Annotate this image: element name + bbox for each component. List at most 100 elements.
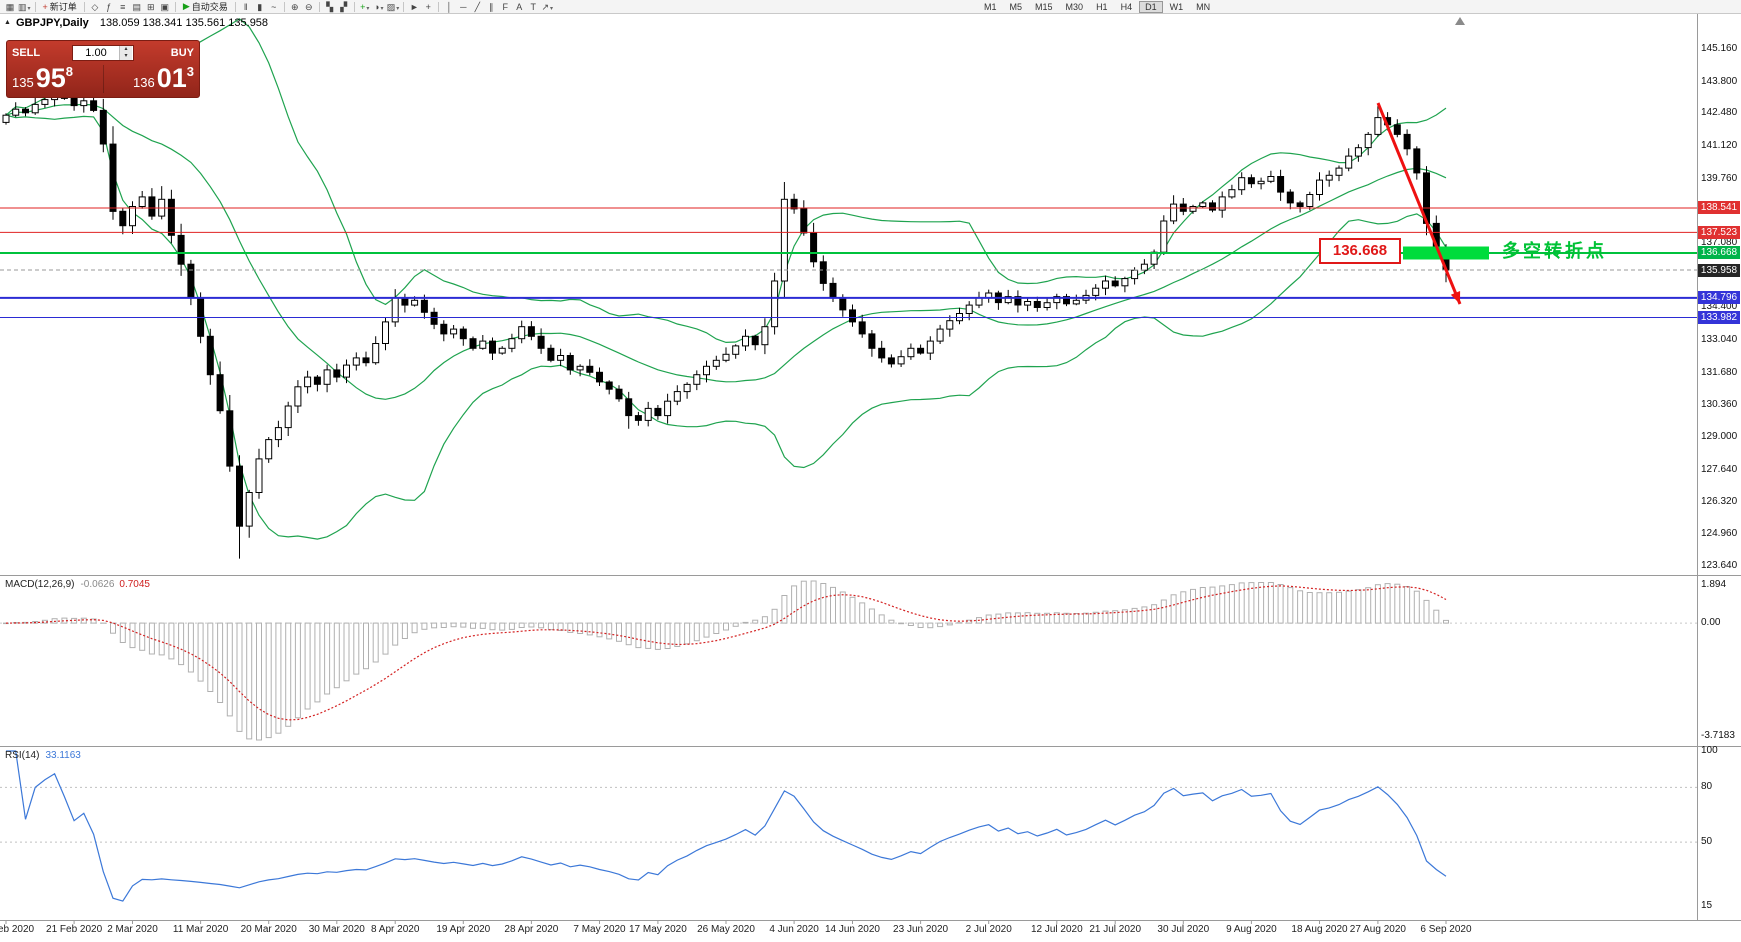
zoom-out-icon[interactable]: ⊖: [304, 1, 313, 12]
data-window-icon[interactable]: ▤: [132, 1, 142, 12]
buy-price-pips: 01: [156, 63, 187, 93]
price-axis-badge: 133.982: [1698, 311, 1740, 324]
date-axis-label: 6 Sep 2020: [1420, 924, 1472, 935]
timeframe-d1[interactable]: D1: [1139, 1, 1163, 13]
macd-name: MACD(12,26,9): [5, 579, 75, 590]
timeframe-h1[interactable]: H1: [1096, 2, 1108, 12]
new-order-button[interactable]: + 新订单: [42, 1, 77, 13]
sell-price[interactable]: 135 95 8: [12, 62, 103, 96]
cascade-windows-icon[interactable]: ▞: [340, 1, 348, 12]
timeframe-mn[interactable]: MN: [1196, 2, 1211, 12]
auto-trading-button[interactable]: ▶ 自动交易: [182, 1, 228, 12]
volume-down-button[interactable]: ▾: [124, 52, 128, 59]
toolbar: ▦ ▥▾ + 新订单 ◇ ƒ ≡ ▤ ⊞ ▣ ▶ 自动交易 ǁ ▮ ~ ⊕ ⊖ ▚ ▞ +▾ ◑▾ ▨▾ ► + │ ─ ╱ ∥ F A T…: [0, 0, 1741, 14]
zoom-in-icon[interactable]: ⊕: [290, 1, 299, 12]
chart-line-icon[interactable]: ~: [271, 1, 277, 12]
price-axis-badge: 134.796: [1698, 291, 1740, 305]
macd-scale-label: -3.7183: [1701, 730, 1735, 741]
terminal-icon[interactable]: ▣: [160, 1, 170, 12]
navigator-icon[interactable]: ⊞: [147, 1, 155, 12]
crosshair-icon[interactable]: +: [425, 1, 431, 12]
timeframe-m30[interactable]: M30: [1065, 2, 1084, 12]
indicators-icon[interactable]: +▾: [360, 1, 370, 12]
date-axis-label: 23 Jun 2020: [893, 924, 949, 935]
metaeditor-icon[interactable]: ◇: [91, 1, 99, 12]
price-axis-label: 142.480: [1701, 107, 1738, 119]
chart-candles-icon[interactable]: ▮: [257, 1, 263, 12]
new-chart-icon[interactable]: ▦: [5, 1, 15, 12]
volume-input[interactable]: [73, 45, 119, 60]
arrows-icon[interactable]: ↗▾: [541, 1, 554, 12]
periods-icon[interactable]: ◑▾: [374, 1, 384, 12]
volume-up-button[interactable]: ▴: [124, 45, 128, 52]
price-axis-badge: 135.958: [1698, 263, 1740, 277]
toolbar-divider: [283, 1, 285, 12]
templates-icon[interactable]: ▨▾: [386, 1, 400, 12]
date-axis-label: 26 May 2020: [697, 924, 755, 935]
vertical-line-icon[interactable]: │: [446, 1, 453, 12]
sell-price-pipette: 8: [65, 64, 73, 79]
price-axis-badge: 138.541: [1698, 201, 1740, 215]
profiles-icon[interactable]: ▥▾: [18, 1, 31, 12]
macd-indicator-label: MACD(12,26,9) -0.0626 0.7045: [5, 579, 150, 590]
price-axis-label: 134.400: [1701, 301, 1738, 313]
label-icon[interactable]: T: [530, 1, 537, 12]
turning-point-annotation[interactable]: 多空转折点: [1502, 241, 1607, 261]
rsi-value: 33.1163: [45, 750, 81, 761]
toolbar-divider: [403, 1, 405, 12]
date-axis-label: 20 Mar 2020: [240, 924, 297, 935]
date-axis-label: 7 May 2020: [573, 924, 626, 935]
price-axis-label: 139.760: [1701, 172, 1738, 184]
buy-price[interactable]: 136 01 3: [103, 62, 194, 96]
buy-price-int: 136: [133, 75, 155, 90]
date-axis-label: 28 Apr 2020: [504, 924, 559, 935]
cursor-icon[interactable]: ►: [409, 1, 419, 12]
text-icon[interactable]: A: [516, 1, 523, 12]
macd-main-value: -0.0626: [80, 579, 115, 590]
price-axis-label: 133.040: [1701, 334, 1738, 346]
date-axis-label: 8 Apr 2020: [371, 924, 420, 935]
price-axis-label: 145.160: [1701, 42, 1738, 54]
timeframe-m15[interactable]: M15: [1035, 2, 1053, 12]
date-axis-label: 19 Apr 2020: [436, 924, 491, 935]
date-axis-label: 30 Jul 2020: [1157, 924, 1210, 935]
timeframe-m1[interactable]: M1: [984, 2, 997, 12]
date-axis-label: 4 Jun 2020: [769, 924, 819, 935]
price-axis-label: 130.360: [1701, 398, 1738, 410]
horizontal-line-icon[interactable]: ─: [460, 1, 467, 12]
date-axis-label: 21 Feb 2020: [46, 924, 103, 935]
timeframe-m5[interactable]: M5: [1009, 2, 1023, 12]
sell-button[interactable]: SELL: [12, 46, 41, 59]
macd-scale-label: 0.00: [1701, 617, 1721, 629]
trendline-icon[interactable]: ╱: [474, 1, 480, 12]
date-axis-label: 18 Aug 2020: [1291, 924, 1348, 935]
date-axis-label: 11 Mar 2020: [172, 924, 229, 935]
price-level-annotation[interactable]: 136.668: [1319, 238, 1401, 264]
fibonacci-icon[interactable]: F: [502, 1, 509, 12]
rsi-scale-label: 50: [1701, 836, 1713, 848]
market-watch-icon[interactable]: ≡: [120, 1, 126, 12]
toolbar-divider: [318, 1, 320, 12]
price-axis-label: 126.320: [1701, 495, 1738, 507]
timeframe-h4[interactable]: H4: [1120, 2, 1133, 12]
channel-icon[interactable]: ∥: [489, 1, 494, 12]
date-axis-label: 2 Mar 2020: [107, 924, 158, 935]
toolbar-divider: [34, 1, 36, 12]
tile-windows-icon[interactable]: ▚: [326, 1, 334, 12]
chart-collapse-icon[interactable]: ▲: [4, 19, 11, 26]
expert-advisors-icon[interactable]: ƒ: [106, 1, 112, 12]
volume-stepper: ▴ ▾: [72, 44, 134, 61]
price-axis-label: 123.640: [1701, 560, 1738, 572]
toolbar-divider: [174, 1, 176, 12]
chart-bars-icon[interactable]: ǁ: [243, 1, 248, 12]
toolbar-divider: [353, 1, 355, 12]
date-axis-label: 17 May 2020: [628, 924, 687, 935]
date-axis-label: 12 Jul 2020: [1030, 924, 1083, 935]
price-axis-label: 137.080: [1701, 237, 1738, 249]
buy-button[interactable]: BUY: [170, 46, 194, 59]
sell-price-pips: 95: [35, 63, 66, 93]
timeframe-w1[interactable]: W1: [1169, 2, 1184, 12]
price-axis-badge: 137.523: [1698, 225, 1740, 239]
rsi-name: RSI(14): [5, 750, 40, 761]
